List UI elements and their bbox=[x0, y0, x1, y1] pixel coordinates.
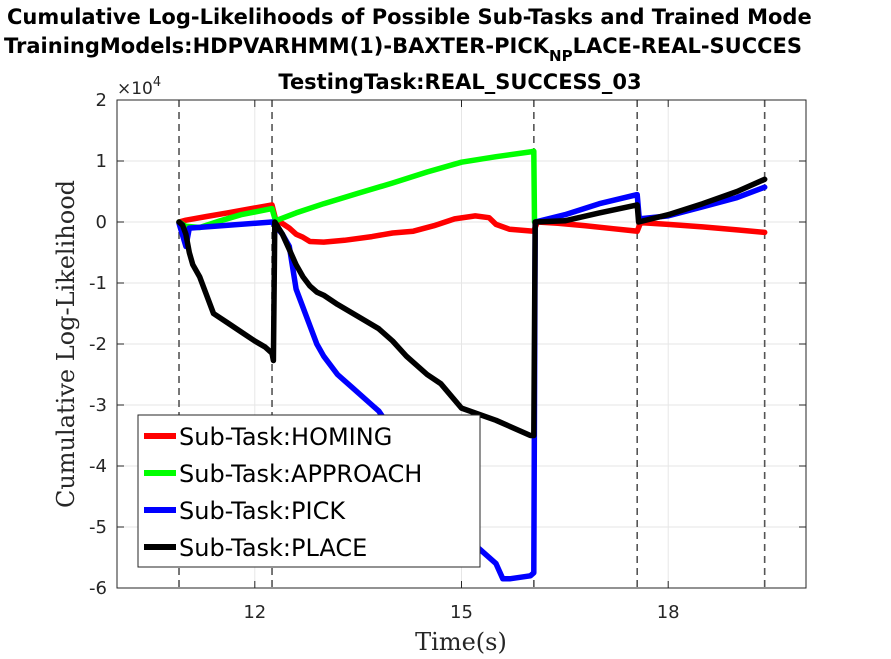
x-tick-label: 15 bbox=[450, 602, 473, 623]
y-tick-label: -1 bbox=[89, 273, 107, 294]
legend-label: Sub-Task:PLACE bbox=[179, 534, 367, 562]
legend: Sub-Task:HOMING Sub-Task:APPROACH Sub-Task… bbox=[138, 415, 480, 567]
y-axis-label: Cumulative Log-Likelihood bbox=[52, 180, 80, 508]
x-tick-label: 18 bbox=[657, 602, 680, 623]
x-axis-label: Time(s) bbox=[415, 628, 507, 656]
y-tick-label: -5 bbox=[89, 517, 107, 538]
legend-label: Sub-Task:HOMING bbox=[179, 423, 392, 451]
y-tick-label: -2 bbox=[89, 334, 107, 355]
y-tick-label: -4 bbox=[89, 456, 107, 477]
legend-label: Sub-Task:PICK bbox=[179, 497, 346, 525]
x-tick-label: 12 bbox=[243, 602, 266, 623]
chart-title-line1: Cumulative Log-Likelihoods of Possible S… bbox=[7, 5, 812, 29]
y-tick-label: 0 bbox=[96, 212, 107, 233]
chart-title-line3: TestingTask:REAL_SUCCESS_03 bbox=[278, 70, 641, 94]
y-tick-label: 1 bbox=[96, 151, 107, 172]
y-tick-label: -3 bbox=[89, 395, 107, 416]
y-tick-label: -6 bbox=[89, 578, 107, 599]
y-tick-label: 2 bbox=[96, 90, 107, 111]
legend-label: Sub-Task:APPROACH bbox=[179, 460, 422, 488]
